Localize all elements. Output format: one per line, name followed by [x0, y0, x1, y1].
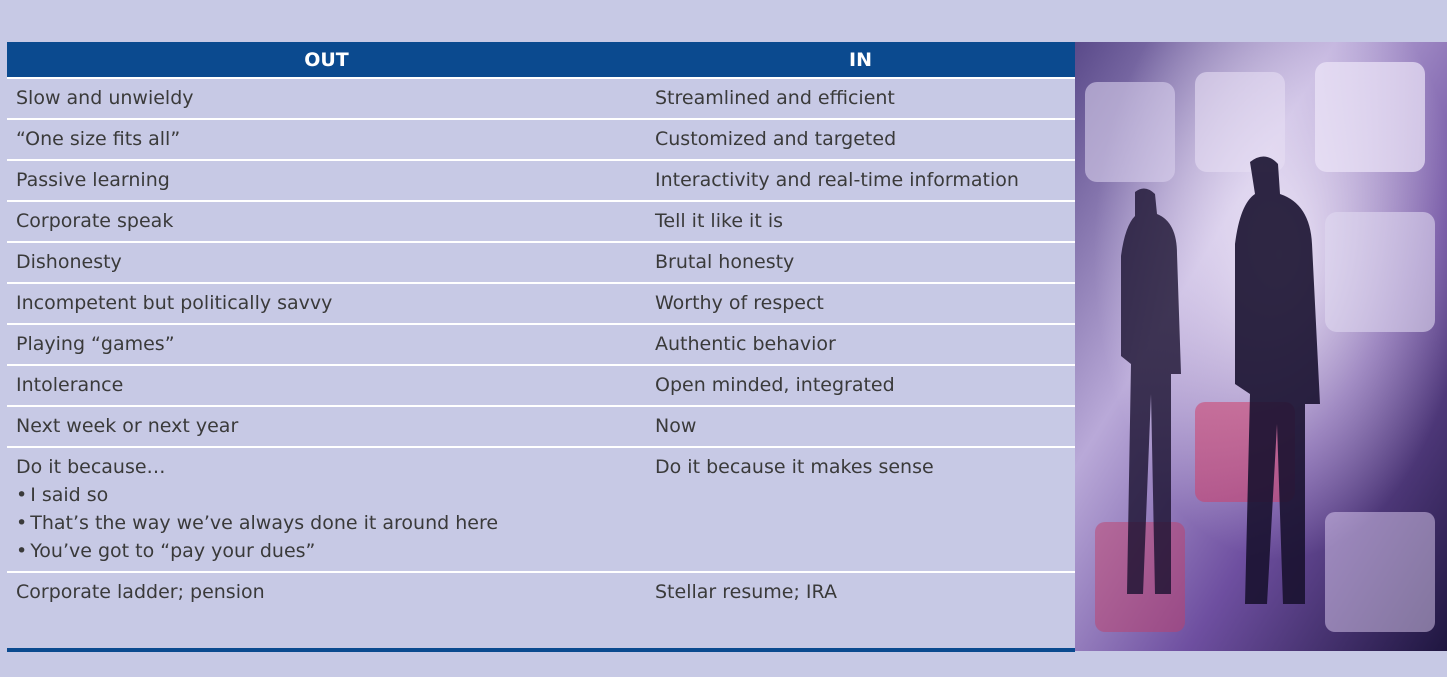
out-text: Dishonesty: [16, 251, 122, 273]
out-text: Do it because…: [16, 456, 166, 478]
header-cell: IN: [646, 42, 1075, 78]
out-text: Corporate speak: [16, 210, 174, 232]
in-cell: Now: [646, 405, 1075, 447]
out-text: Corporate ladder; pension: [16, 581, 265, 603]
out-text: Playing “games”: [16, 333, 175, 355]
in-cell: Open minded, integrated: [646, 364, 1075, 406]
table-row: Playing “games” Authentic behavior: [7, 323, 1075, 365]
out-text: Slow and unwieldy: [16, 87, 194, 109]
out-text: “One size fits all”: [16, 128, 181, 150]
table-row: Incompetent but politically savvy Worthy …: [7, 282, 1075, 324]
in-cell: Brutal honesty: [646, 241, 1075, 283]
out-cell: “One size fits all”: [7, 118, 646, 160]
table-row: Intolerance Open minded, integrated: [7, 364, 1075, 406]
out-cell: Intolerance: [7, 364, 646, 406]
bottom-rule: [7, 648, 1075, 652]
table-row: Slow and unwieldy Streamlined and efficie…: [7, 77, 1075, 119]
out-text: Next week or next year: [16, 415, 239, 437]
table-row: Passive learning Interactivity and real-t…: [7, 159, 1075, 201]
out-list: I said soThat’s the way we’ve always don…: [16, 481, 637, 565]
in-cell: Customized and targeted: [646, 118, 1075, 160]
out-cell: Dishonesty: [7, 241, 646, 283]
header-cell: OUT: [7, 42, 646, 78]
table-row: Do it because… I said soThat’s the way we…: [7, 446, 1075, 572]
out-list-item: I said so: [16, 481, 637, 509]
out-list-item: You’ve got to “pay your dues”: [16, 537, 637, 565]
comparison-table: OUT IN Slow and unwieldy Streamlined and …: [7, 42, 1075, 612]
in-cell: Authentic behavior: [646, 323, 1075, 365]
out-cell: Corporate ladder; pension: [7, 571, 646, 612]
header-row: OUT IN: [7, 42, 1075, 78]
out-cell: Next week or next year: [7, 405, 646, 447]
in-cell: Worthy of respect: [646, 282, 1075, 324]
out-cell: Incompetent but politically savvy: [7, 282, 646, 324]
out-list-item: That’s the way we’ve always done it arou…: [16, 509, 637, 537]
out-cell: Slow and unwieldy: [7, 77, 646, 119]
out-cell: Playing “games”: [7, 323, 646, 365]
table-row: Corporate ladder; pension Stellar resume;…: [7, 571, 1075, 612]
in-cell: Stellar resume; IRA: [646, 571, 1075, 612]
table: OUT IN Slow and unwieldy Streamlined and …: [7, 42, 1075, 612]
out-text: Intolerance: [16, 374, 124, 396]
out-text: Incompetent but politically savvy: [16, 292, 333, 314]
table-row: Dishonesty Brutal honesty: [7, 241, 1075, 283]
table-row: Next week or next year Now: [7, 405, 1075, 447]
out-cell: Do it because… I said soThat’s the way we…: [7, 446, 646, 572]
out-cell: Corporate speak: [7, 200, 646, 242]
in-cell: Tell it like it is: [646, 200, 1075, 242]
in-cell: Do it because it makes sense: [646, 446, 1075, 572]
in-cell: Interactivity and real-time information: [646, 159, 1075, 201]
photo: [1075, 42, 1447, 651]
out-cell: Passive learning: [7, 159, 646, 201]
table-row: “One size fits all” Customized and target…: [7, 118, 1075, 160]
table-row: Corporate speak Tell it like it is: [7, 200, 1075, 242]
out-text: Passive learning: [16, 169, 170, 191]
in-cell: Streamlined and efficient: [646, 77, 1075, 119]
